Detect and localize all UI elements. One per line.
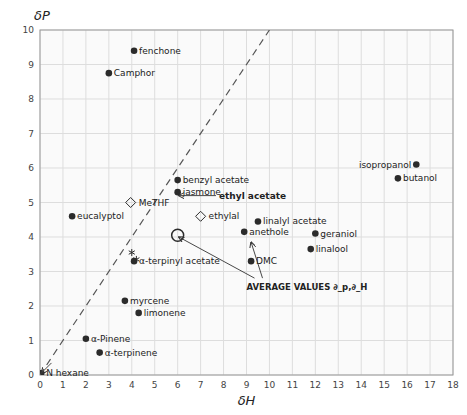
point-label: linalool (316, 244, 348, 254)
annotations: ethyl acetate AVERAGE VALUES ∂_p,∂_H (41, 191, 367, 374)
point (122, 298, 129, 305)
y-tick-label: 0 (28, 370, 34, 380)
x-tick-label: 16 (401, 380, 413, 390)
point (196, 211, 206, 221)
annotation-arrow (179, 195, 216, 196)
x-tick-label: 17 (424, 380, 435, 390)
x-tick-label: 18 (447, 380, 459, 390)
point (126, 198, 136, 208)
grid (40, 30, 453, 375)
point-label: α-terpinyl acetate (139, 256, 220, 266)
point-labels: fenchoneCamphoreucalyptolbenzyl acetatej… (46, 46, 437, 379)
point-label: limonene (144, 308, 186, 318)
point (241, 229, 248, 236)
x-tick-label: 9 (244, 380, 250, 390)
y-tick-label: 2 (28, 301, 34, 311)
point (172, 229, 184, 241)
grid-line (40, 237, 453, 238)
x-tick-label: 4 (129, 380, 135, 390)
y-tick-label: 10 (23, 25, 35, 35)
x-tick-label: 5 (152, 380, 158, 390)
point-label: MeTHF (139, 198, 170, 208)
point-label: linalyl acetate (263, 216, 327, 226)
point (174, 189, 181, 196)
y-tick-label: 4 (28, 232, 34, 242)
point (312, 230, 319, 237)
point-label: eucalyptol (77, 211, 124, 221)
annotation-text: ethyl acetate (219, 191, 286, 201)
y-tick-label: 7 (28, 129, 34, 139)
point (395, 175, 402, 182)
grid-line (40, 306, 453, 307)
point-label: isopropanol (359, 160, 411, 170)
plot-frame (40, 30, 453, 375)
y-tick-label: 9 (28, 60, 34, 70)
point (255, 218, 262, 225)
point-label: benzyl acetate (183, 175, 250, 185)
annotation-arrow (251, 242, 262, 278)
point (131, 47, 138, 54)
chart: 0123456789101112131415161718012345678910… (0, 0, 467, 415)
point (106, 70, 113, 77)
point-label: fenchone (139, 46, 181, 56)
point-label: anethole (249, 227, 289, 237)
x-tick-label: 2 (83, 380, 89, 390)
point (129, 249, 135, 256)
point-label: DMC (256, 256, 277, 266)
y-tick-label: 8 (28, 94, 34, 104)
point-label: butanol (403, 173, 437, 183)
grid-line (40, 202, 453, 203)
x-tick-label: 10 (264, 380, 276, 390)
point-label: α-Pinene (91, 334, 131, 344)
x-tick-label: 6 (175, 380, 181, 390)
y-axis-label: δP (34, 8, 50, 23)
x-tick-label: 0 (37, 380, 43, 390)
point-label: myrcene (130, 296, 170, 306)
y-tick-label: 3 (28, 267, 34, 277)
point (83, 335, 90, 342)
diagonal-line (40, 30, 269, 375)
point-label: geraniol (320, 229, 357, 239)
grid-line (40, 133, 453, 134)
point (69, 213, 76, 220)
annotation-arrow (179, 237, 255, 278)
x-tick-label: 3 (106, 380, 112, 390)
point (413, 161, 420, 168)
x-tick-label: 12 (310, 380, 321, 390)
x-tick-label: 11 (287, 380, 298, 390)
x-axis-label: δH (238, 393, 256, 408)
x-tick-label: 1 (60, 380, 66, 390)
x-tick-label: 14 (355, 380, 367, 390)
point-label: ethylal (209, 211, 240, 221)
annotation-text: AVERAGE VALUES ∂_p,∂_H (247, 282, 368, 292)
x-tick-label: 15 (378, 380, 389, 390)
y-tick-label: 6 (28, 163, 34, 173)
grid-line (40, 99, 453, 100)
point (174, 177, 181, 184)
point (96, 349, 103, 356)
plot-area (40, 30, 453, 375)
x-tick-label: 7 (198, 380, 204, 390)
point (135, 310, 142, 317)
point-label: α-terpinene (105, 348, 158, 358)
annotation-arrow (41, 363, 51, 373)
x-tick-label: 8 (221, 380, 227, 390)
y-tick-label: 1 (28, 336, 34, 346)
point (248, 258, 255, 265)
y-tick-label: 5 (28, 198, 34, 208)
x-tick-label: 13 (333, 380, 344, 390)
marks (40, 30, 420, 375)
point-label: N hexane (46, 368, 89, 378)
grid-line (40, 271, 453, 272)
point (307, 246, 314, 253)
point-label: Camphor (114, 68, 155, 78)
